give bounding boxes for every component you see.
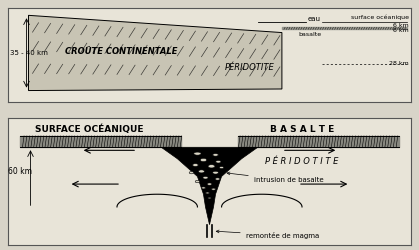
Ellipse shape — [213, 171, 218, 174]
Ellipse shape — [208, 197, 211, 199]
Text: surface océanique: surface océanique — [351, 15, 409, 20]
Text: 35 - 40 km: 35 - 40 km — [10, 50, 48, 56]
Text: remontée de magma: remontée de magma — [216, 230, 319, 239]
Ellipse shape — [215, 178, 220, 180]
Text: 60 km: 60 km — [8, 167, 32, 176]
Text: 28 km: 28 km — [389, 62, 409, 66]
Text: SURFACE OCÉANIQUE: SURFACE OCÉANIQUE — [35, 125, 143, 134]
Text: 6 km: 6 km — [393, 22, 409, 28]
Polygon shape — [161, 147, 258, 225]
Text: 6 km: 6 km — [393, 28, 409, 32]
Ellipse shape — [193, 164, 198, 166]
Ellipse shape — [195, 180, 199, 183]
Ellipse shape — [213, 154, 218, 156]
Text: eau: eau — [308, 16, 321, 22]
Ellipse shape — [199, 170, 204, 173]
Ellipse shape — [206, 192, 210, 194]
Ellipse shape — [220, 166, 224, 168]
Ellipse shape — [212, 188, 215, 190]
Ellipse shape — [207, 183, 212, 185]
Ellipse shape — [189, 172, 194, 174]
Polygon shape — [28, 15, 282, 90]
Text: P É R I D O T I T E: P É R I D O T I T E — [265, 157, 339, 166]
Text: basalte: basalte — [298, 32, 322, 37]
Ellipse shape — [216, 160, 221, 163]
Text: PÉRIDOTITE: PÉRIDOTITE — [225, 62, 274, 72]
Ellipse shape — [200, 158, 207, 162]
Ellipse shape — [208, 165, 215, 168]
Ellipse shape — [202, 187, 205, 189]
Ellipse shape — [194, 152, 201, 155]
Ellipse shape — [203, 176, 208, 179]
Text: B A S A L T E: B A S A L T E — [270, 125, 334, 134]
Text: CROÛTE CONTINENTALE: CROÛTE CONTINENTALE — [65, 47, 177, 56]
Text: intrusion de basalte: intrusion de basalte — [227, 172, 323, 183]
